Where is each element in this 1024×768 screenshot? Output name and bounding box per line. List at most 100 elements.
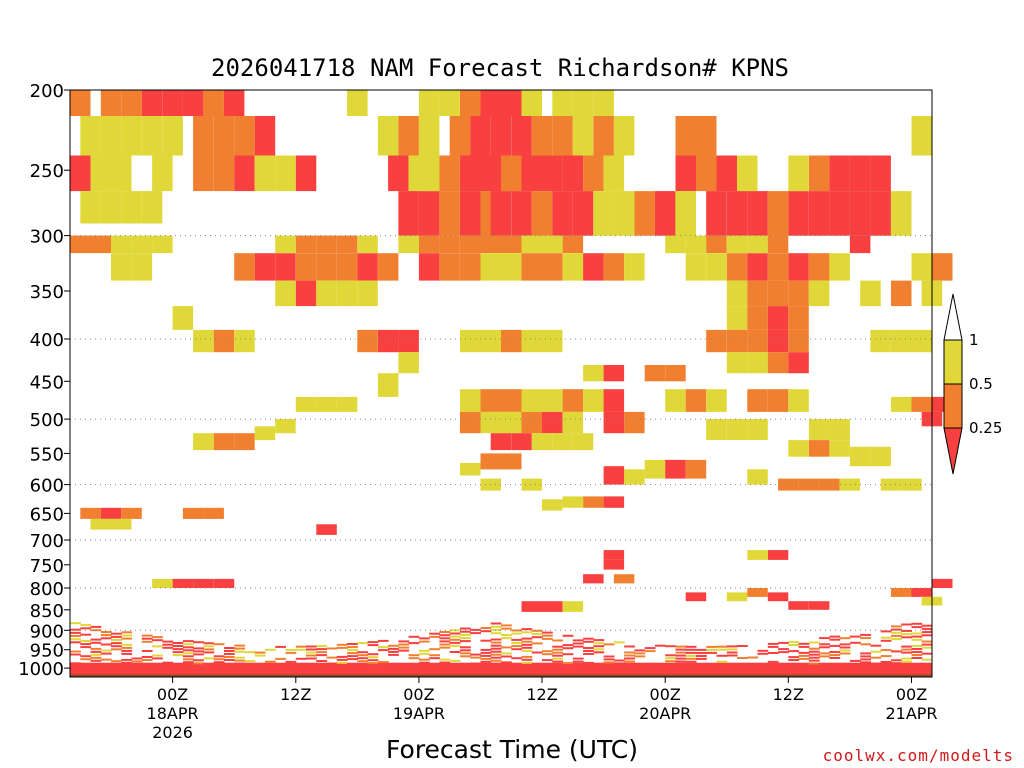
ri-cell [542, 329, 563, 353]
surface-band [747, 662, 759, 675]
surface-band [429, 662, 440, 675]
surface-streak [223, 653, 235, 655]
surface-streak [306, 651, 317, 654]
surface-streak [367, 644, 379, 647]
ri-cell [501, 253, 522, 281]
surface-streak [131, 657, 143, 660]
ri-cell [603, 550, 625, 560]
surface-streak [121, 631, 133, 634]
surface-streak [624, 660, 635, 663]
ri-cell [767, 306, 789, 330]
surface-streak [408, 635, 420, 638]
ri-cell [572, 116, 594, 156]
surface-streak [552, 645, 564, 648]
surface-streak [521, 631, 533, 634]
surface-streak [70, 662, 81, 665]
surface-streak [921, 640, 933, 643]
surface-streak [100, 658, 112, 661]
ri-cell [111, 235, 132, 254]
surface-streak [644, 647, 656, 650]
surface-streak [542, 637, 553, 640]
surface-streak [234, 647, 245, 650]
surface-streak [193, 659, 204, 662]
surface-streak [880, 655, 892, 658]
surface-streak [572, 642, 584, 645]
surface-streak [501, 661, 512, 664]
ri-cell [737, 155, 758, 192]
ri-cell [100, 191, 122, 224]
surface-streak [778, 648, 789, 651]
surface-band [767, 662, 779, 675]
ri-cell [747, 306, 768, 330]
surface-streak [213, 661, 225, 664]
ri-cell [501, 389, 522, 412]
surface-streak [439, 646, 451, 649]
surface-streak [624, 651, 635, 654]
surface-streak [531, 642, 543, 645]
y-tick-label: 200 [30, 81, 64, 102]
surface-streak [182, 649, 194, 652]
surface-streak [829, 638, 841, 641]
ri-cell [788, 155, 809, 192]
surface-streak [819, 646, 830, 649]
ri-cell [490, 433, 512, 451]
surface-streak [285, 648, 297, 651]
ri-cell [891, 280, 912, 307]
surface-streak [306, 657, 317, 660]
ri-cell [603, 466, 625, 485]
credit-link[interactable]: coolwx.com/modelts [823, 746, 1014, 765]
surface-streak [141, 659, 153, 661]
ri-cell [911, 253, 932, 281]
surface-streak [460, 627, 471, 630]
ri-cell [767, 253, 789, 281]
ri-cell [685, 592, 707, 602]
surface-streak [583, 637, 594, 640]
ri-cell [603, 560, 625, 570]
surface-streak [911, 626, 923, 629]
surface-streak [593, 648, 605, 651]
surface-streak [347, 643, 358, 645]
surface-streak [460, 630, 471, 633]
surface-streak [829, 651, 841, 653]
surface-band [583, 662, 594, 675]
surface-streak [624, 654, 635, 657]
surface-band [603, 662, 615, 675]
surface-streak [767, 660, 779, 663]
surface-streak [398, 643, 410, 646]
surface-streak [121, 634, 133, 637]
surface-streak [316, 651, 328, 654]
ri-cell [521, 155, 542, 192]
surface-streak [357, 651, 369, 654]
surface-streak [829, 654, 841, 656]
ri-cell [572, 433, 594, 451]
surface-streak [152, 639, 163, 642]
ri-cell [911, 588, 932, 597]
x-tick-label: 00Z [403, 685, 434, 704]
surface-streak [675, 657, 687, 660]
surface-streak [583, 650, 594, 652]
surface-streak [552, 660, 564, 663]
ri-cell [603, 411, 625, 434]
ri-cell [808, 155, 830, 192]
ri-cell [542, 499, 563, 511]
surface-streak [470, 632, 481, 635]
ri-cell [275, 253, 296, 281]
surface-streak [480, 651, 492, 654]
ri-cell [223, 90, 245, 116]
surface-streak [644, 650, 656, 653]
ri-cell [870, 329, 891, 353]
ri-cell [234, 329, 255, 353]
surface-streak [511, 645, 523, 648]
surface-band [706, 662, 717, 675]
surface-streak [306, 645, 317, 648]
x-axis-title: Forecast Time (UTC) [386, 735, 638, 764]
surface-streak [460, 649, 471, 652]
surface-streak [880, 630, 892, 633]
surface-streak [254, 654, 266, 657]
surface-streak [70, 631, 81, 634]
surface-streak [624, 645, 635, 648]
surface-streak [121, 646, 133, 649]
surface-streak [911, 644, 923, 647]
ri-cell [295, 396, 317, 412]
surface-band [654, 662, 666, 675]
